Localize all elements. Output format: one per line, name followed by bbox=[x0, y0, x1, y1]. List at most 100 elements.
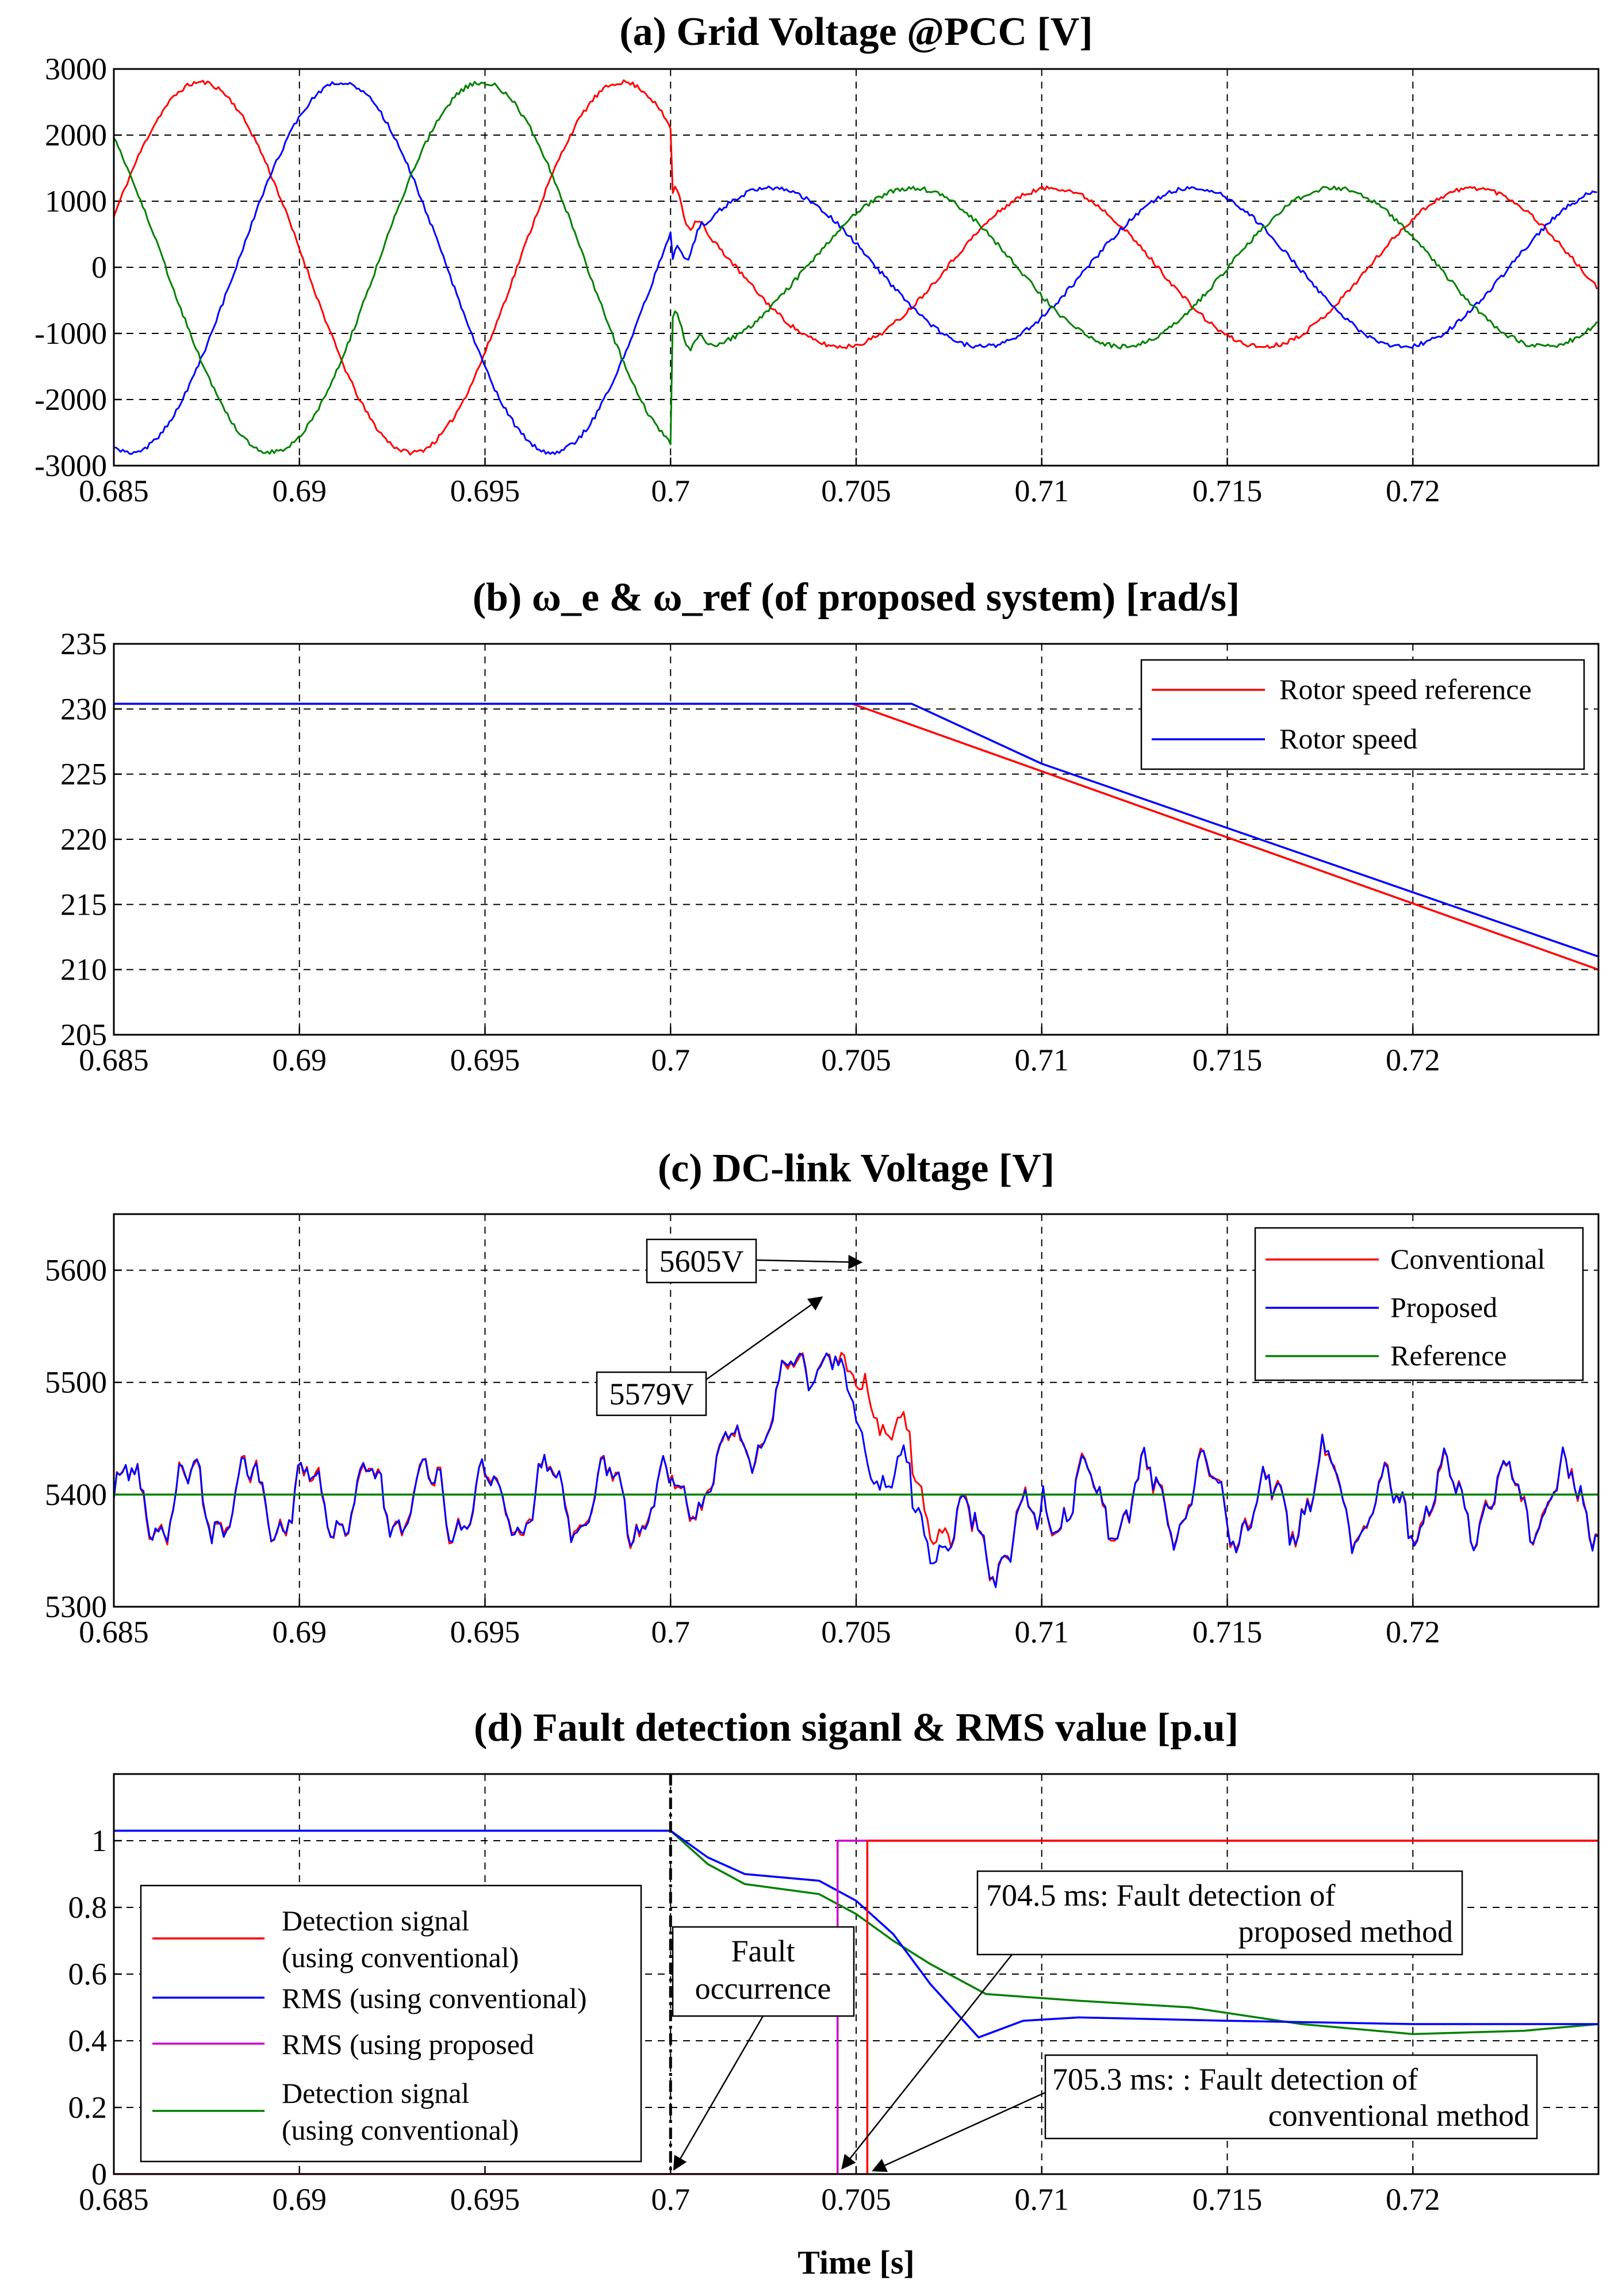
legend-entry-label: Rotor speed bbox=[1279, 723, 1417, 755]
x-tick-label: 0.685 bbox=[79, 2182, 149, 2217]
y-tick-label: 5600 bbox=[45, 1253, 107, 1288]
x-tick-label: 0.7 bbox=[651, 1615, 691, 1649]
x-tick-label: 0.72 bbox=[1386, 2182, 1440, 2217]
annotation-label-fault-occurrence: occurrence bbox=[695, 1971, 831, 2006]
x-tick-label: 0.705 bbox=[821, 1615, 891, 1649]
x-tick-label: 0.715 bbox=[1193, 1615, 1263, 1649]
annotation-label-5605v: 5605V bbox=[660, 1244, 744, 1278]
y-tick-label: 3000 bbox=[45, 52, 107, 86]
y-tick-label: 225 bbox=[60, 757, 107, 792]
x-tick-label: 0.69 bbox=[273, 1615, 327, 1649]
x-tick-label: 0.685 bbox=[79, 1615, 149, 1649]
series-line-detection-signal-conventional bbox=[114, 1840, 1598, 2174]
series-line-phase-a bbox=[114, 79, 1598, 456]
series-line-rms-conventional bbox=[114, 1829, 1598, 2038]
legend-entry-label: (using conventional) bbox=[282, 1941, 519, 1974]
series-line-proposed bbox=[114, 1352, 1598, 1588]
annotation-box bbox=[596, 1371, 707, 1416]
y-tick-label: 5500 bbox=[45, 1365, 107, 1400]
axes-frame bbox=[113, 643, 1600, 1036]
y-tick-label: 5300 bbox=[45, 1589, 107, 1624]
y-tick-label: 1 bbox=[91, 1823, 107, 1858]
legend-box bbox=[1254, 1227, 1584, 1381]
x-tick-label: 0.72 bbox=[1386, 1043, 1440, 1077]
x-tick-label: 0.695 bbox=[450, 1043, 520, 1077]
axes-frame bbox=[113, 1213, 1600, 1608]
y-tick-label: 220 bbox=[60, 822, 107, 857]
y-tick-label: 205 bbox=[60, 1018, 107, 1052]
x-tick-label: 0.685 bbox=[79, 474, 149, 508]
x-tick-label: 0.71 bbox=[1015, 2182, 1069, 2217]
plot-area-a bbox=[114, 79, 1598, 456]
x-axis-label: Time [s] bbox=[798, 2244, 915, 2281]
annotation-label-proposed-detection: 704.5 ms: Fault detection of bbox=[986, 1878, 1335, 1913]
x-tick-label: 0.69 bbox=[273, 2182, 327, 2217]
annotation-arrow bbox=[756, 1254, 863, 1269]
x-tick-label: 0.71 bbox=[1015, 1043, 1069, 1077]
x-tick-label: 0.695 bbox=[450, 1615, 520, 1649]
chart-title: (b) ω_e & ω_ref (of proposed system) [ra… bbox=[473, 575, 1240, 620]
x-tick-label: 0.7 bbox=[651, 474, 691, 508]
x-tick-label: 0.695 bbox=[450, 474, 520, 508]
annotation-box bbox=[1044, 2054, 1538, 2140]
legend-entry-label: Detection signal bbox=[282, 2077, 469, 2109]
chart-title: (c) DC-link Voltage [V] bbox=[658, 1146, 1055, 1191]
y-tick-label: 0.6 bbox=[68, 1957, 108, 1991]
x-tick-label: 0.7 bbox=[651, 2182, 691, 2217]
legend-entry-label: (using conventional) bbox=[282, 2114, 519, 2146]
y-tick-label: 215 bbox=[60, 887, 107, 922]
legend-entry-label: Conventional bbox=[1390, 1243, 1545, 1275]
legend-entry-label: Proposed bbox=[1390, 1291, 1497, 1323]
x-tick-label: 0.69 bbox=[273, 1043, 327, 1077]
annotation-arrow bbox=[673, 2015, 764, 2171]
legend-entry-label: Detection signal bbox=[282, 1905, 469, 1937]
y-tick-label: 1000 bbox=[45, 184, 107, 218]
annotation-box bbox=[646, 1238, 757, 1284]
y-tick-label: -3000 bbox=[34, 448, 107, 483]
y-tick-label: -2000 bbox=[34, 382, 107, 417]
x-tick-label: 0.715 bbox=[1193, 474, 1263, 508]
x-tick-label: 0.7 bbox=[651, 1043, 691, 1077]
x-tick-label: 0.715 bbox=[1193, 2182, 1263, 2217]
annotation-arrow bbox=[706, 1296, 823, 1381]
y-tick-label: 0 bbox=[91, 2157, 107, 2191]
y-tick-label: 210 bbox=[60, 953, 107, 987]
series-line-phase-c bbox=[114, 80, 1598, 455]
y-tick-label: 5400 bbox=[45, 1477, 107, 1512]
annotation-label-conventional-detection: 705.3 ms: : Fault detection of bbox=[1052, 2062, 1418, 2097]
legend-box bbox=[140, 1884, 642, 2163]
x-tick-label: 0.705 bbox=[821, 1043, 891, 1077]
panel-a: (a) Grid Voltage @PCC [V] 0.685 0.69 0.695 0… bbox=[34, 10, 1600, 508]
chart-title: (a) Grid Voltage @PCC [V] bbox=[619, 10, 1092, 54]
y-tick-label: -1000 bbox=[34, 316, 107, 351]
x-tick-label: 0.715 bbox=[1193, 1043, 1263, 1077]
annotation-label-fault-occurrence: Fault bbox=[731, 1934, 795, 1968]
chart-title: (d) Fault detection siganl & RMS value [… bbox=[474, 1706, 1239, 1750]
legend-entry-label: RMS (using proposed bbox=[282, 2028, 534, 2060]
annotation-label-5579v: 5579V bbox=[609, 1377, 694, 1411]
y-tick-label: 0.8 bbox=[68, 1890, 108, 1925]
x-tick-label: 0.685 bbox=[79, 1043, 149, 1077]
axes-frame bbox=[113, 1773, 1600, 2175]
legend-entry-label: RMS (using conventional) bbox=[282, 1982, 587, 2014]
x-tick-label: 0.705 bbox=[821, 2182, 891, 2217]
panel-b: (b) ω_e & ω_ref (of proposed system) [ra… bbox=[60, 575, 1600, 1077]
x-tick-label: 0.71 bbox=[1015, 1615, 1069, 1649]
legend-entry-label: Rotor speed reference bbox=[1279, 673, 1532, 705]
series-line-phase-b bbox=[114, 81, 1597, 455]
y-tick-label: 2000 bbox=[45, 118, 107, 152]
x-tick-label: 0.69 bbox=[273, 474, 327, 508]
annotation-label-proposed-detection: proposed method bbox=[1239, 1914, 1453, 1949]
series-line-rotor-speed bbox=[114, 702, 1598, 958]
y-tick-label: 0 bbox=[91, 250, 107, 285]
annotation-label-conventional-detection: conventional method bbox=[1268, 2098, 1529, 2133]
x-tick-label: 0.71 bbox=[1015, 474, 1069, 508]
legend-box bbox=[1140, 659, 1585, 770]
panel-c: (c) DC-link Voltage [V] 0.685 0.69 0.695 0.7… bbox=[45, 1146, 1600, 1649]
annotation-arrow bbox=[872, 2091, 1046, 2172]
legend-entry-label: Reference bbox=[1390, 1339, 1507, 1372]
y-tick-label: 230 bbox=[60, 692, 107, 726]
panel-d: (d) Fault detection siganl & RMS value [… bbox=[68, 1706, 1600, 2281]
annotation-box bbox=[672, 1926, 855, 2017]
